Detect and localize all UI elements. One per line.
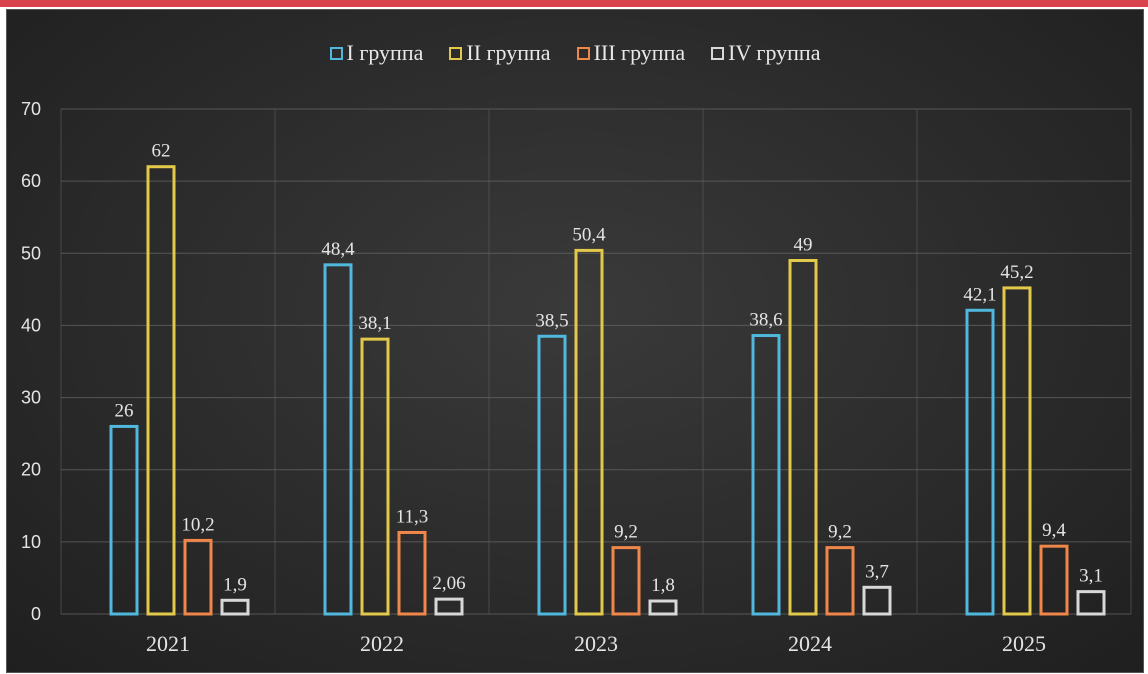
x-tick-label-2024: 2024	[788, 631, 832, 656]
bar-2023-series-2	[574, 248, 604, 616]
bar-2022-series-1	[323, 263, 353, 616]
data-label-2023-series-2: 50,4	[572, 224, 606, 245]
data-label-2025-series-4: 3,1	[1079, 566, 1103, 587]
chart-legend: I группа II группа III группа IV группа	[7, 38, 1143, 68]
bar-2023-series-4	[648, 599, 678, 616]
data-label-2025-series-2: 45,2	[1000, 262, 1033, 283]
bar-2024-series-3	[825, 546, 855, 616]
legend-label-series-4: IV группа	[728, 40, 821, 65]
legend-item-series-4: IV группа	[711, 38, 820, 68]
bar-2022-series-2	[360, 337, 390, 616]
data-label-2022-series-3: 11,3	[396, 506, 429, 527]
y-tick-label: 30	[21, 388, 41, 408]
bar-2023-series-1	[537, 334, 567, 616]
bar-2022-series-3	[397, 530, 427, 616]
y-tick-label: 10	[21, 532, 41, 552]
bar-2025-series-1	[965, 308, 995, 616]
legend-item-series-2: II группа	[449, 38, 551, 68]
bar-2025-series-3	[1039, 544, 1069, 616]
legend-label-series-1: I группа	[346, 40, 424, 65]
legend-swatch-series-1	[329, 46, 343, 60]
y-tick-label: 50	[21, 243, 41, 263]
bar-2024-series-4	[862, 585, 892, 616]
data-label-2024-series-1: 38,6	[749, 310, 782, 331]
bar-2023-series-3	[611, 546, 641, 616]
data-label-2024-series-3: 9,2	[828, 522, 852, 543]
data-label-2022-series-4: 2,06	[432, 573, 465, 594]
data-label-2023-series-4: 1,8	[651, 575, 675, 596]
y-tick-label: 0	[31, 604, 41, 624]
data-label-2021-series-3: 10,2	[181, 514, 214, 535]
legend-item-series-3: III группа	[576, 38, 686, 68]
x-tick-label-2023: 2023	[574, 631, 618, 656]
data-label-2024-series-2: 49	[794, 235, 813, 256]
bar-2021-series-4	[220, 598, 250, 616]
legend-swatch-series-3	[576, 46, 590, 60]
legend-swatch-series-2	[449, 46, 463, 60]
data-label-2023-series-1: 38,5	[535, 310, 568, 331]
top-strip	[0, 0, 1148, 7]
data-label-2024-series-4: 3,7	[865, 561, 889, 582]
bar-2021-series-3	[183, 538, 213, 616]
data-label-2023-series-3: 9,2	[614, 522, 638, 543]
data-label-2021-series-2: 62	[152, 141, 171, 162]
y-tick-label: 70	[21, 99, 41, 119]
x-tick-label-2021: 2021	[146, 631, 190, 656]
bar-2021-series-2	[146, 165, 176, 616]
data-label-2025-series-1: 42,1	[963, 284, 996, 305]
y-tick-label: 40	[21, 315, 41, 335]
y-tick-label: 20	[21, 460, 41, 480]
x-tick-label-2022: 2022	[360, 631, 404, 656]
legend-item-series-1: I группа	[329, 38, 424, 68]
data-label-2022-series-2: 38,1	[358, 313, 391, 334]
legend-swatch-series-4	[711, 46, 725, 60]
x-tick-label-2025: 2025	[1002, 631, 1046, 656]
bar-2025-series-4	[1076, 590, 1106, 616]
data-label-2021-series-4: 1,9	[223, 574, 247, 595]
bar-2024-series-2	[788, 259, 818, 616]
data-label-2021-series-1: 26	[115, 400, 134, 421]
legend-label-series-2: II группа	[466, 40, 551, 65]
data-label-2022-series-1: 48,4	[321, 239, 355, 260]
bar-2021-series-1	[109, 424, 139, 616]
chart-panel: I группа II группа III группа IV группа …	[6, 9, 1144, 673]
bar-chart: 0 10 20 30 40 50 60 70 26 62 10,2 1,9 2021 48,4 38,1 11…	[21, 99, 1132, 656]
data-label-2025-series-3: 9,4	[1042, 520, 1066, 541]
bar-2025-series-2	[1002, 286, 1032, 616]
legend-label-series-3: III группа	[593, 40, 686, 65]
y-tick-label: 60	[21, 171, 41, 191]
bar-2024-series-1	[751, 334, 781, 616]
bar-2022-series-4	[434, 597, 464, 616]
